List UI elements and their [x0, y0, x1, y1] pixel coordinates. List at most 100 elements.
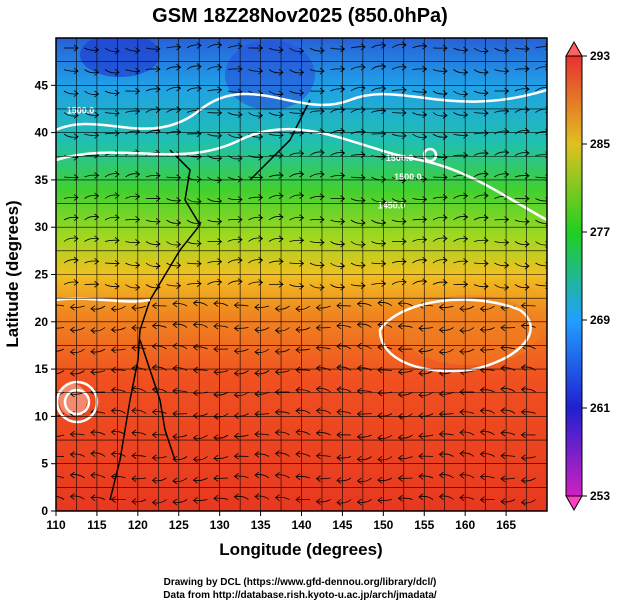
streamline-arrow: [422, 256, 428, 264]
streamline: [227, 198, 243, 201]
streamline-arrow: [463, 258, 469, 265]
streamline-arrow: [73, 44, 79, 52]
streamline-arrow: [274, 408, 280, 416]
contour-label: 1450.0: [378, 200, 406, 210]
streamline-arrow: [520, 364, 526, 371]
streamline-arrow: [258, 214, 264, 222]
streamline-arrow: [340, 218, 346, 225]
streamline: [535, 87, 547, 92]
streamline: [459, 474, 475, 479]
streamline: [418, 327, 434, 329]
streamline-arrow: [500, 429, 506, 437]
streamline-arrow: [196, 63, 202, 70]
streamline-arrow: [500, 385, 506, 393]
streamline: [186, 283, 202, 285]
streamline: [227, 133, 243, 138]
streamline-arrow: [278, 280, 284, 288]
streamline-arrow: [213, 475, 219, 482]
streamline-arrow: [336, 499, 342, 506]
streamline: [104, 216, 120, 221]
streamline-arrow: [463, 151, 469, 159]
streamline-arrow: [274, 471, 280, 479]
streamline: [371, 44, 386, 49]
streamline: [254, 474, 270, 479]
streamline: [371, 241, 386, 245]
streamline-arrow: [172, 410, 178, 418]
streamline: [391, 260, 407, 264]
streamline-arrow: [340, 106, 346, 114]
streamline: [166, 108, 181, 113]
streamline-arrow: [299, 89, 305, 97]
streamline: [480, 476, 495, 479]
y-tick-label: 25: [35, 268, 49, 282]
streamline-arrow: [438, 348, 444, 356]
streamline: [412, 112, 427, 116]
streamline-arrow: [479, 305, 485, 313]
streamline: [330, 284, 345, 289]
streamline-arrow: [319, 47, 325, 54]
y-tick-label: 0: [41, 504, 48, 518]
streamline-arrow: [135, 67, 141, 75]
streamline: [494, 173, 509, 178]
streamline-arrow: [50, 302, 54, 308]
streamline: [275, 305, 290, 310]
streamline: [330, 88, 345, 92]
streamline: [248, 216, 263, 221]
streamline-arrow: [319, 216, 325, 223]
streamline: [371, 87, 386, 92]
streamline: [295, 409, 311, 414]
streamline-arrow: [69, 471, 75, 479]
streamline-arrow: [110, 428, 116, 436]
streamline: [90, 370, 106, 373]
streamline-arrow: [237, 236, 243, 243]
streamline: [166, 46, 181, 49]
streamline: [521, 325, 536, 328]
streamline-arrow: [299, 282, 305, 290]
streamline: [480, 327, 495, 331]
streamline: [494, 130, 509, 135]
plot-area: 1500.0 1500.0 1500.0 1450.0: [50, 38, 547, 511]
streamline-arrow: [94, 46, 100, 54]
streamline: [289, 152, 304, 156]
streamline: [377, 369, 393, 371]
x-tick-label: 125: [169, 518, 189, 532]
streamline: [398, 413, 413, 418]
streamline: [213, 497, 229, 500]
streamline: [193, 346, 208, 350]
streamline-arrow: [237, 278, 243, 285]
x-tick-label: 135: [251, 518, 271, 532]
streamline: [521, 477, 536, 482]
colorbar: 253 261 269 277 285 293: [565, 40, 610, 512]
x-tick-label: 145: [332, 518, 352, 532]
x-axis-label: Longitude (degrees): [219, 540, 382, 559]
streamline-arrow: [151, 431, 157, 439]
streamline: [111, 431, 126, 436]
streamline: [432, 281, 448, 285]
streamline: [254, 433, 270, 436]
streamline-arrow: [422, 65, 428, 73]
streamline: [104, 47, 120, 52]
streamline-arrow: [213, 322, 219, 330]
streamline: [56, 496, 65, 500]
streamline-arrow: [217, 258, 223, 265]
streamline: [391, 281, 407, 285]
streamline-arrow: [94, 172, 100, 179]
x-tick-label: 155: [414, 518, 434, 532]
streamline: [289, 284, 304, 288]
streamline: [535, 131, 547, 135]
streamline: [186, 87, 202, 92]
streamline: [514, 241, 530, 245]
streamline-arrow: [278, 46, 284, 54]
contour-label: 1500.0: [394, 172, 422, 182]
streamline: [111, 348, 126, 351]
streamline-arrow: [442, 194, 448, 201]
streamline: [494, 262, 509, 267]
streamline: [371, 283, 386, 285]
streamline: [268, 174, 284, 178]
streamline: [330, 47, 345, 50]
streamline-arrow: [336, 408, 342, 416]
streamline-arrow: [459, 450, 465, 457]
streamline-arrow: [360, 63, 366, 71]
streamline-arrow: [520, 431, 526, 439]
streamline-arrow: [278, 68, 284, 76]
